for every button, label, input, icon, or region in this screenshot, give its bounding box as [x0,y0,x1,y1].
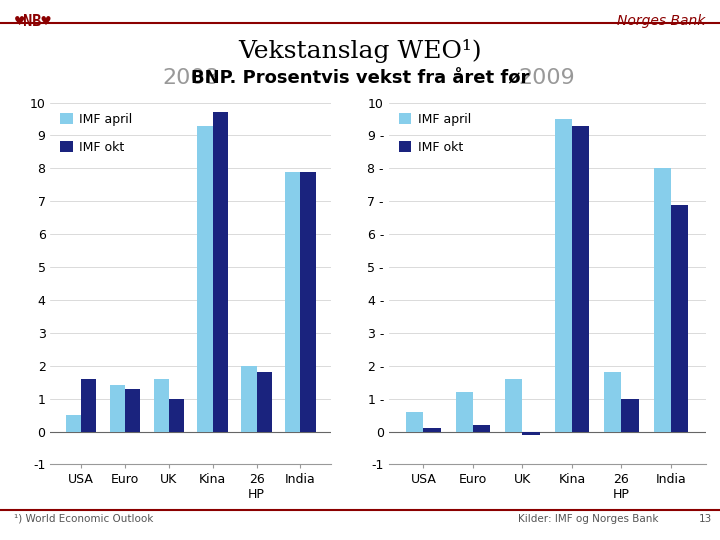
Legend: IMF april, IMF okt: IMF april, IMF okt [395,109,474,157]
Bar [125,389,140,431]
Bar [285,172,300,431]
Bar [66,415,81,431]
Bar [81,379,96,431]
Text: ♥NB♥: ♥NB♥ [14,14,51,29]
Bar [197,126,212,431]
Bar [456,392,473,431]
Bar [300,172,316,431]
Text: Vekstanslag WEO¹): Vekstanslag WEO¹) [238,39,482,63]
Bar [572,126,589,431]
Text: 2009: 2009 [519,68,575,88]
Text: ¹) World Economic Outlook: ¹) World Economic Outlook [14,514,154,524]
Bar [671,205,688,431]
Text: Norges Bank: Norges Bank [617,14,706,28]
Bar [423,428,441,431]
Bar [621,399,639,431]
Bar [109,386,125,431]
Text: BNP. Prosentvis vekst fra året før: BNP. Prosentvis vekst fra året før [191,69,529,87]
Bar [153,379,169,431]
Bar [554,119,572,431]
Bar [523,431,540,435]
Bar [169,399,184,431]
Text: 2008: 2008 [163,68,219,88]
Text: 13: 13 [698,514,711,524]
Bar [473,425,490,431]
Legend: IMF april, IMF okt: IMF april, IMF okt [57,109,136,157]
Bar [212,112,228,431]
Bar [604,372,621,431]
Bar [505,379,523,431]
Bar [654,168,671,431]
Bar [241,366,256,431]
Text: Kilder: IMF og Norges Bank: Kilder: IMF og Norges Bank [518,514,659,524]
Bar [406,412,423,431]
Bar [256,372,272,431]
